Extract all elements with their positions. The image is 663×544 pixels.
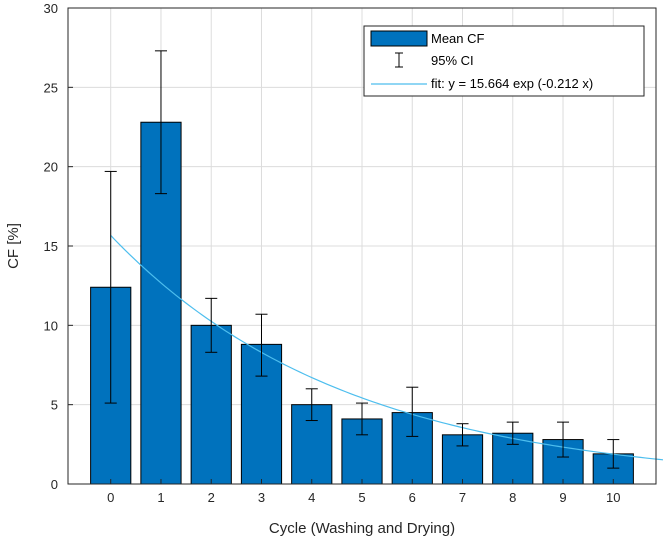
- error-bar: [355, 402, 369, 436]
- legend-errorbar-swatch: [395, 52, 403, 68]
- y-axis-label: CF [%]: [5, 223, 22, 269]
- x-tick-label: 3: [258, 490, 265, 505]
- error-bar: [406, 386, 419, 437]
- x-tick-label: 9: [559, 490, 566, 505]
- legend-label-mean-cf: Mean CF: [431, 31, 485, 46]
- error-bar: [305, 388, 318, 422]
- x-tick-label: 7: [459, 490, 466, 505]
- error-bar: [506, 421, 519, 445]
- fit-line: [110, 235, 663, 461]
- error-bar: [255, 313, 268, 377]
- y-tick-label: 20: [44, 160, 58, 175]
- x-tick-label: 1: [157, 490, 164, 505]
- y-tick-label: 15: [44, 239, 58, 254]
- x-tick-label: 5: [358, 490, 365, 505]
- fit-curve: [110, 235, 663, 461]
- y-tick-label: 25: [44, 80, 58, 95]
- error-bar: [607, 439, 620, 469]
- error-bar: [154, 50, 168, 195]
- y-tick-label: 10: [44, 318, 58, 333]
- legend-label-fit: fit: y = 15.664 exp (-0.212 x): [431, 76, 593, 91]
- y-tick-label: 5: [51, 398, 58, 413]
- axis-ticks: 0 1 2 3 4 5 6 7 8 9 10 0 5 10 15 20 25 30: [44, 1, 621, 505]
- x-tick-label: 6: [409, 490, 416, 505]
- x-tick-label: 4: [308, 490, 315, 505]
- x-tick-label: 2: [208, 490, 215, 505]
- error-bar: [556, 421, 570, 458]
- y-tick-label: 0: [51, 477, 58, 492]
- y-tick-label: 30: [44, 1, 58, 16]
- x-tick-label: 10: [606, 490, 620, 505]
- error-bar: [104, 170, 117, 404]
- error-bar: [456, 423, 469, 447]
- x-tick-label: 8: [509, 490, 516, 505]
- x-axis-label: Cycle (Washing and Drying): [269, 520, 455, 537]
- x-tick-label: 0: [107, 490, 114, 505]
- legend-label-ci: 95% CI: [431, 53, 474, 68]
- error-bars: [104, 50, 620, 469]
- legend-bar-swatch: [370, 30, 428, 47]
- error-bar: [205, 297, 218, 353]
- legend: Mean CF 95% CI fit: y = 15.664 exp (-0.2…: [363, 25, 645, 97]
